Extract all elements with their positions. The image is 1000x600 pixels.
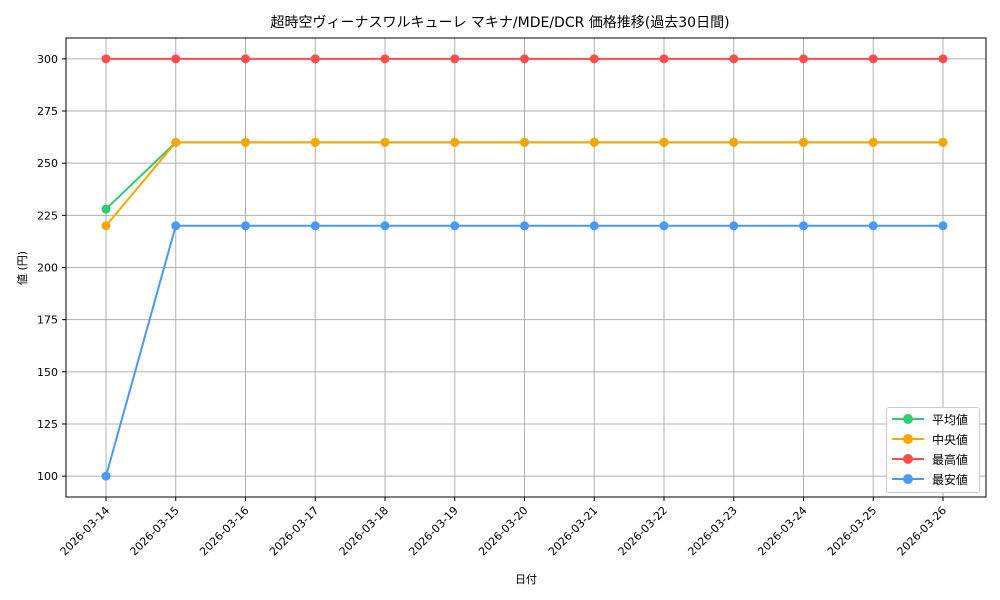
x-tick-label: 2026-03-20 <box>476 504 530 558</box>
y-tick-label: 300 <box>37 53 58 66</box>
data-point <box>310 221 320 231</box>
data-point <box>171 221 181 231</box>
x-tick-label: 2026-03-24 <box>755 504 809 558</box>
y-tick-label: 200 <box>37 262 58 275</box>
data-point <box>450 221 460 231</box>
legend-item-min: 最安値 <box>887 469 979 489</box>
data-point <box>520 54 529 64</box>
data-point <box>380 137 390 147</box>
legend-label: 中央値 <box>932 433 969 447</box>
legend-label: 最高値 <box>932 453 969 467</box>
y-tick-label: 150 <box>37 366 58 379</box>
legend-marker-icon <box>903 454 913 464</box>
y-tick-label: 250 <box>37 157 58 170</box>
data-point <box>659 54 669 64</box>
x-tick-label: 2026-03-26 <box>895 504 949 558</box>
data-point <box>520 221 529 231</box>
data-point <box>241 137 250 147</box>
data-point <box>241 54 250 64</box>
data-point <box>310 54 320 64</box>
data-point <box>868 137 878 147</box>
data-point <box>380 221 390 231</box>
y-tick-label: 175 <box>37 314 58 327</box>
data-point <box>659 221 669 231</box>
data-point <box>101 221 111 231</box>
y-tick-label: 275 <box>37 105 58 118</box>
data-point <box>380 54 390 64</box>
x-tick-label: 2026-03-25 <box>825 504 879 558</box>
x-tick-label: 2026-03-17 <box>267 504 321 558</box>
data-point <box>101 204 111 214</box>
x-tick-label: 2026-03-23 <box>685 504 739 558</box>
data-point <box>589 137 599 147</box>
legend-item-max: 最高値 <box>887 449 979 469</box>
data-point <box>450 54 460 64</box>
data-point <box>101 471 111 481</box>
legend: 平均値 中央値 最高値 最安値 <box>886 407 980 493</box>
x-tick-label: 2026-03-21 <box>546 504 600 558</box>
x-tick-label: 2026-03-22 <box>616 504 670 558</box>
chart-title: 超時空ヴィーナスワルキューレ マキナ/MDE/DCR 価格推移(過去30日間) <box>270 15 730 31</box>
data-point <box>868 54 878 64</box>
data-point <box>589 221 599 231</box>
legend-marker-icon <box>903 474 913 484</box>
legend-item-median: 中央値 <box>887 429 979 449</box>
y-tick-label: 125 <box>37 418 58 431</box>
data-point <box>171 54 181 64</box>
y-tick-label: 100 <box>37 470 58 483</box>
x-tick-label: 2026-03-15 <box>127 504 181 558</box>
data-point <box>799 54 808 64</box>
y-axis-label: 値 (円) <box>16 250 29 286</box>
data-point <box>241 221 250 231</box>
x-axis-ticks: 2026-03-14 2026-03-15 2026-03-16 2026-03-17… <box>58 497 949 558</box>
x-tick-label: 2026-03-14 <box>58 504 112 558</box>
legend-label: 最安値 <box>932 473 969 487</box>
legend-marker-icon <box>903 414 913 424</box>
data-point <box>729 54 739 64</box>
data-point <box>589 54 599 64</box>
data-point <box>520 137 529 147</box>
data-point <box>938 221 948 231</box>
data-point <box>450 137 460 147</box>
x-tick-label: 2026-03-18 <box>337 504 391 558</box>
y-tick-label: 225 <box>37 209 58 222</box>
data-point <box>868 221 878 231</box>
data-point <box>729 137 739 147</box>
data-point <box>659 137 669 147</box>
data-point <box>729 221 739 231</box>
legend-item-average: 平均値 <box>887 409 979 429</box>
data-point <box>101 54 111 64</box>
legend-label: 平均値 <box>932 413 969 427</box>
y-axis-ticks: 100 125 150 175 200 225 250 275 300 <box>37 53 66 483</box>
x-tick-label: 2026-03-16 <box>197 504 251 558</box>
data-point <box>799 221 808 231</box>
data-point <box>938 54 948 64</box>
legend-marker-icon <box>903 434 913 444</box>
series-lines <box>101 54 948 481</box>
data-point <box>171 137 181 147</box>
data-point <box>938 137 948 147</box>
data-point <box>310 137 320 147</box>
grid-lines <box>66 38 986 497</box>
data-point <box>799 137 808 147</box>
x-axis-label: 日付 <box>515 573 537 586</box>
x-tick-label: 2026-03-19 <box>406 504 460 558</box>
